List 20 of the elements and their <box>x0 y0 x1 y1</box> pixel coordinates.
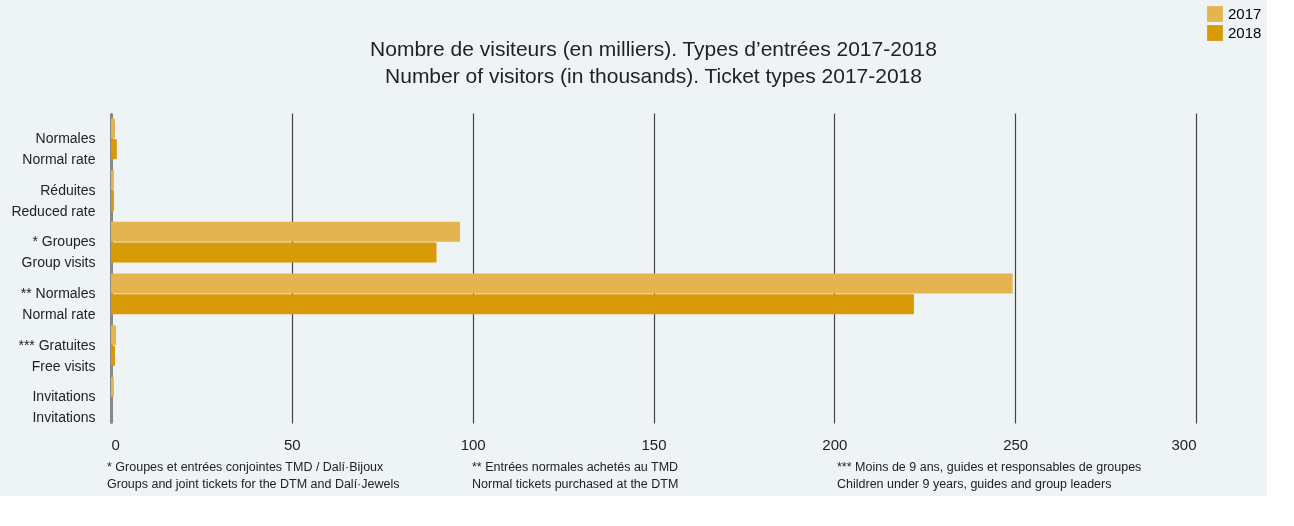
x-tick-label: 300 <box>1171 435 1197 453</box>
y-tick-label: *** Gratuites Free visits <box>18 336 96 374</box>
legend-label: 2017 <box>1228 5 1262 22</box>
x-tick-label: 50 <box>283 435 301 453</box>
text: Number of visitors (in thousands). Ticket types 2017-2018 <box>385 64 922 87</box>
text: ** Entrées normales achetés au TMD Normal tickets purchased at the DTM <box>472 460 679 491</box>
y-tick-label: ** Normales Normal rate <box>20 284 96 322</box>
y-tick-label: * Groupes Group visits <box>21 233 96 271</box>
legend-label: 2018 <box>1228 24 1262 41</box>
x-tick-label: 100 <box>460 435 486 453</box>
text: Nombre de visiteurs (en milliers). Types d’entrées 2017-2018 <box>370 37 937 60</box>
text: *** Moins de 9 ans, guides et responsables de groupes Children under 9 years, guides and group leaders <box>837 460 1142 491</box>
x-tick-label: 150 <box>641 435 667 453</box>
x-tick-label: 0 <box>111 435 120 453</box>
y-tick-label: Normales Normal rate <box>22 129 96 167</box>
y-tick-label: Réduites Reduced rate <box>11 181 96 219</box>
text: * Groupes et entrées conjointes TMD / Dalí·Bijoux Groups and joint tickets for the DTM and Dalí·Jewels <box>107 460 400 491</box>
x-tick-label: 200 <box>822 435 848 453</box>
x-tick-label: 250 <box>1003 435 1029 453</box>
y-tick-label: Invitations Invitations <box>32 388 96 426</box>
